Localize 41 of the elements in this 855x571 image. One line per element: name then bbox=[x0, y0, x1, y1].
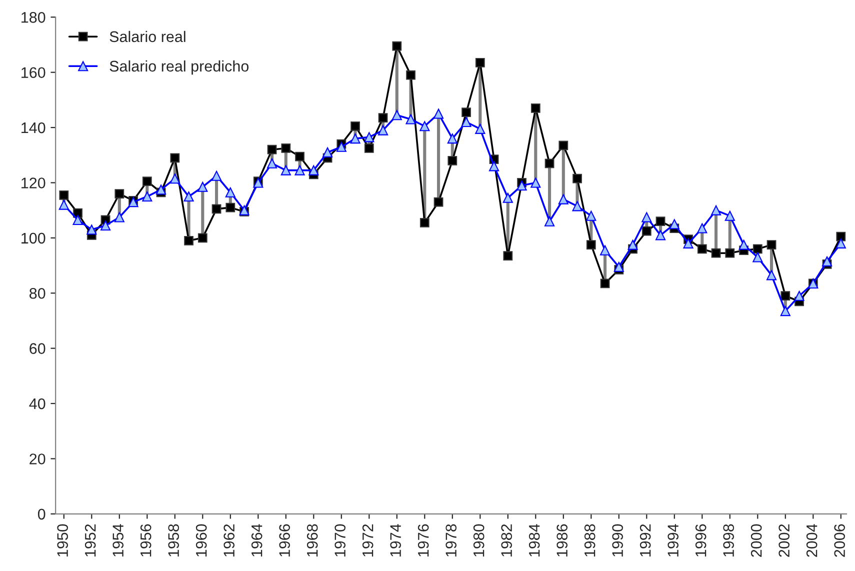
x-tick-label: 1952 bbox=[84, 524, 96, 556]
x-tick-label: 1998 bbox=[723, 524, 734, 556]
legend-label: Salario real bbox=[110, 30, 186, 42]
x-tick-label: 1982 bbox=[501, 524, 512, 556]
y-tick-label: 100 bbox=[22, 232, 46, 244]
x-tick-label: 1974 bbox=[390, 524, 401, 556]
x-tick-label: 1976 bbox=[418, 524, 429, 556]
x-tick-label: 1964 bbox=[251, 524, 262, 556]
x-tick-label: 1966 bbox=[279, 524, 290, 556]
x-tick-label: 2002 bbox=[778, 524, 790, 557]
x-tick-label: 1978 bbox=[446, 524, 456, 556]
x-tick-label: 1990 bbox=[612, 524, 623, 556]
x-tick-label: 1994 bbox=[668, 524, 678, 556]
x-tick-label: 1958 bbox=[168, 524, 179, 556]
x-tick-label: 1992 bbox=[640, 524, 651, 556]
x-tick-label: 2000 bbox=[750, 524, 762, 557]
x-tick-label: 1954 bbox=[112, 524, 124, 556]
x-tick-label: 1956 bbox=[140, 524, 152, 556]
x-tick-label: 1960 bbox=[196, 524, 207, 556]
y-tick-label: 80 bbox=[30, 288, 46, 299]
y-tick-label: 0 bbox=[38, 508, 46, 520]
x-tick-label: 2006 bbox=[834, 524, 845, 557]
x-tick-label: 1950 bbox=[57, 524, 68, 556]
y-tick-label: 60 bbox=[30, 343, 46, 354]
x-tick-label: 1970 bbox=[334, 524, 346, 556]
x-tick-label: 1988 bbox=[584, 524, 596, 556]
y-tick-label: 120 bbox=[22, 178, 46, 188]
y-tick-label: 20 bbox=[30, 454, 46, 464]
y-tick-label: 140 bbox=[22, 122, 46, 134]
y-tick-label: 180 bbox=[22, 12, 46, 23]
x-tick-label: 2004 bbox=[806, 524, 818, 557]
x-tick-label: 1984 bbox=[528, 524, 540, 556]
x-tick-label: 1980 bbox=[473, 524, 484, 556]
x-tick-label: 1962 bbox=[224, 524, 234, 556]
y-tick-label: 160 bbox=[22, 67, 46, 78]
x-tick-label: 1968 bbox=[306, 524, 318, 556]
x-tick-label: 1972 bbox=[362, 524, 374, 556]
x-tick-label: 1986 bbox=[556, 524, 568, 556]
legend-label: Salario real predicho bbox=[110, 60, 249, 75]
x-tick-label: 1996 bbox=[695, 524, 706, 556]
y-tick-label: 40 bbox=[29, 398, 46, 410]
